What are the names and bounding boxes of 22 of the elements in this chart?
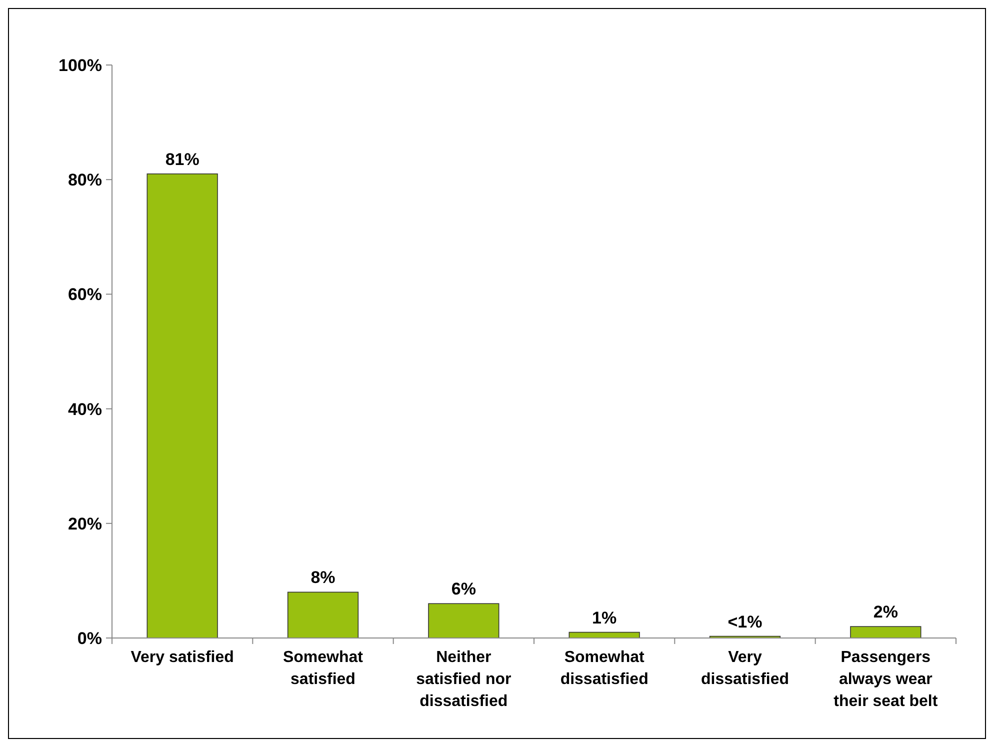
- data-label: 6%: [451, 580, 476, 599]
- y-tick-label: 60%: [68, 285, 102, 304]
- y-tick-label: 100%: [58, 56, 102, 75]
- bar: [146, 173, 218, 638]
- y-tick-label: 0%: [77, 628, 102, 648]
- data-label: 81%: [165, 150, 200, 169]
- bar: [850, 626, 922, 638]
- x-tick-label: Neither satisfied nor dissatisfied: [416, 649, 512, 710]
- data-label: 1%: [592, 608, 617, 628]
- data-label: 2%: [873, 602, 898, 622]
- x-tick-label: Somewhat dissatisfied: [560, 649, 648, 688]
- bar: [428, 603, 500, 638]
- x-tick-label: Somewhat satisfied: [282, 649, 364, 688]
- y-tick-label: 20%: [68, 514, 102, 534]
- x-tick-label: Passengers always wear their seat belt: [834, 649, 938, 710]
- x-tick-label: Very dissatisfied: [700, 649, 790, 688]
- data-label: <1%: [728, 612, 762, 632]
- data-label: 8%: [310, 568, 336, 588]
- x-tick-label: Very satisfied: [130, 649, 234, 666]
- y-tick-label: 80%: [68, 170, 102, 190]
- y-tick-label: 40%: [68, 400, 102, 419]
- bar: [287, 592, 359, 638]
